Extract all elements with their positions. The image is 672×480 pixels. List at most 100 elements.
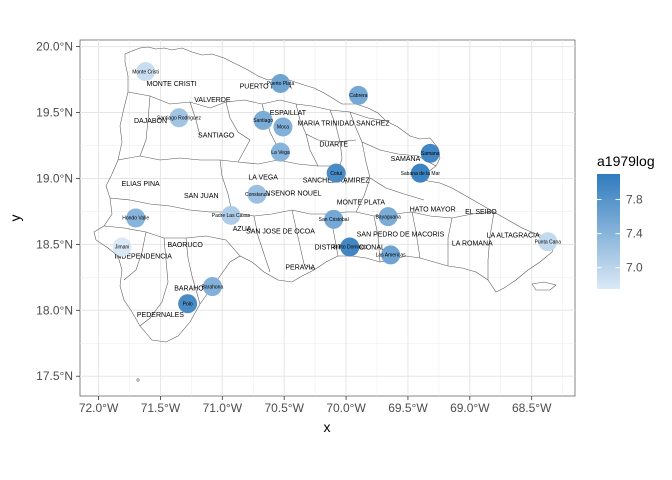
province-label: LA ALTAGRACIA (487, 233, 540, 240)
province-label: LA VEGA (248, 175, 278, 182)
y-tick-label: 19.0°N (36, 171, 73, 185)
gridlines (80, 40, 575, 396)
city-point (420, 143, 440, 163)
y-tick-label: 19.5°N (36, 106, 73, 120)
legend-ticks: 7.0 7.4 7.8 (597, 193, 643, 275)
city-label: Punta Cana (535, 239, 562, 245)
x-axis: 72.0°W 71.5°W 71.0°W 70.5°W 70.0°W 69.5°W 69.0… (79, 396, 552, 415)
province-lines-south (103, 209, 495, 327)
x-axis-title: x (324, 419, 331, 435)
city-label: Las Americas (376, 253, 407, 259)
province-label: ELIAS PINA (122, 181, 160, 188)
city-point (221, 205, 241, 225)
city-label: Barahona (202, 284, 224, 290)
city-point (273, 117, 293, 137)
y-axis-title: y (7, 215, 23, 222)
province-label: ESPAILLAT (270, 110, 307, 117)
x-tick-label: 69.0°W (450, 401, 490, 415)
province-label: DUARTE (319, 142, 348, 149)
city-point (378, 207, 398, 227)
city-label: Constanza (245, 192, 269, 198)
city-label: Santiago (253, 118, 273, 124)
province-label: PERAVIA (285, 264, 315, 271)
city-label: Monte Cristi (132, 69, 159, 75)
city-label: Jimani (115, 245, 129, 251)
city-point (247, 184, 267, 204)
province-label: LA ROMANA (452, 241, 493, 248)
city-label: Moca (277, 125, 289, 131)
city-label: Polo (183, 301, 193, 307)
city-label: Sabana de la Mar (401, 171, 441, 177)
city-point (410, 163, 430, 183)
province-label: MARIA TRINIDAD SANCHEZ (298, 121, 391, 128)
province-label: AZUA (233, 226, 252, 233)
x-tick-label: 71.5°W (141, 401, 181, 415)
y-axis: 17.5°N 18.0°N 18.5°N 19.0°N 19.5°N 20.0°N (36, 40, 80, 383)
city-point (112, 237, 132, 257)
province-label: SANTIAGO (198, 132, 235, 139)
city-label: San Cristobal (319, 217, 349, 223)
city-point (326, 163, 346, 183)
legend: a1979log 7.0 7.4 7.8 (597, 153, 655, 289)
legend-title: a1979log (597, 153, 655, 169)
province-label: BAORUCO (167, 242, 203, 249)
beata-islet (136, 378, 140, 382)
city-label: Santo Domingo (333, 245, 368, 251)
province-boundaries (93, 46, 557, 382)
x-tick-label: 70.0°W (326, 401, 366, 415)
legend-colorbar (597, 174, 620, 289)
province-label: BARAHONA (174, 285, 214, 292)
city-label: Santiago Rodriguez (157, 115, 201, 121)
legend-tick-label: 7.0 (626, 261, 643, 275)
city-point (340, 237, 360, 257)
province-label: SAMANA (391, 156, 421, 163)
city-label: Hondo Valle (122, 216, 149, 222)
city-point (270, 142, 290, 162)
province-label: MONSENOR NOUEL (254, 190, 321, 197)
x-tick-label: 71.0°W (203, 401, 243, 415)
panel: MONTE CRISTI PUERTO PLATA VALVERDE ESPAILLA… (79, 39, 576, 397)
y-tick-label: 20.0°N (36, 40, 73, 54)
city-point (324, 209, 344, 229)
city-point (126, 208, 146, 228)
city-point (270, 74, 290, 94)
city-point (178, 294, 198, 314)
province-label: INDEPENDENCIA (114, 254, 172, 261)
city-label: Padre Las Casas (212, 213, 251, 219)
province-label: PUERTO PLATA (240, 84, 292, 91)
city-label: La Vega (271, 150, 290, 156)
province-label: SAN PEDRO DE MACORIS (357, 231, 445, 238)
province-label: VALVERDE (194, 97, 231, 104)
city-label: Puerto Plata (267, 81, 295, 87)
city-label: Bayaguana (375, 214, 401, 220)
legend-tick-label: 7.4 (626, 227, 643, 241)
province-label: MONTE PLATA (337, 200, 386, 207)
saona-island (531, 281, 557, 291)
province-label: PEDERNALES (137, 312, 184, 319)
province-label: DAJABON (134, 118, 167, 125)
province-label: MONTE CRISTI (146, 81, 196, 88)
city-point (381, 245, 401, 265)
city-point (169, 108, 189, 128)
city-point (538, 232, 558, 252)
province-label: HATO MAYOR (410, 206, 456, 213)
province-label: SAN JOSE DE OCOA (246, 229, 315, 236)
x-tick-label: 72.0°W (79, 401, 119, 415)
city-point (202, 277, 222, 297)
city-label: Samana (421, 151, 440, 157)
city-point (253, 110, 273, 130)
y-tick-label: 18.0°N (36, 303, 73, 317)
city-points: Monte Cristi Puerto Plata Cabrera Santiago … (112, 62, 562, 314)
city-label: Cotui (330, 171, 342, 177)
city-label: Cabrera (349, 93, 367, 99)
city-point (348, 85, 368, 105)
x-tick-label: 68.5°W (512, 401, 552, 415)
y-tick-label: 18.5°N (36, 237, 73, 251)
city-point (136, 62, 156, 82)
island-outline (93, 46, 557, 343)
x-tick-label: 70.5°W (264, 401, 304, 415)
x-tick-label: 69.5°W (388, 401, 428, 415)
province-labels: MONTE CRISTI PUERTO PLATA VALVERDE ESPAILLA… (114, 81, 540, 319)
province-label: SAN JUAN (184, 193, 219, 200)
